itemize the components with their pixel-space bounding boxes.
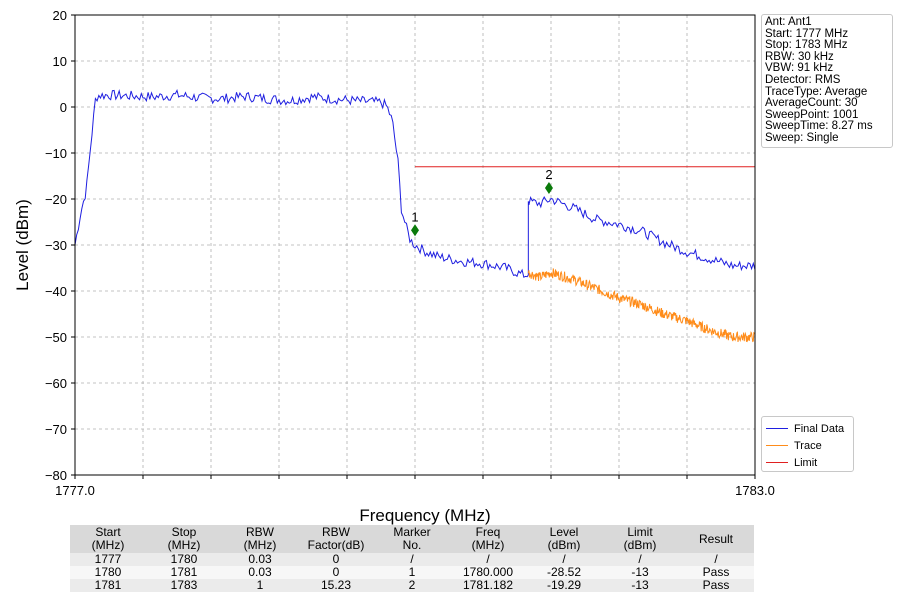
table-cell: 1780.000 (450, 566, 526, 579)
header-start: Start (MHz) (70, 525, 146, 553)
header-freq: Freq (MHz) (450, 525, 526, 553)
legend-label-final-data: Final Data (794, 422, 845, 435)
header-rbw-factor: RBW Factor(dB) (298, 525, 374, 553)
table-header-row: Start (MHz) Stop (MHz) RBW (MHz) RBW Factor(… (70, 525, 754, 553)
table-cell: -13 (602, 566, 678, 579)
y-tick-label: −70 (45, 422, 67, 437)
header-stop: Stop (MHz) (146, 525, 222, 553)
series-layer (74, 88, 756, 343)
table-cell: 0 (298, 553, 374, 566)
table-cell: -28.52 (526, 566, 602, 579)
info-sweep-time: SweepTime: 8.27 ms (765, 120, 873, 133)
header-marker-no: Marker No. (374, 525, 450, 553)
y-axis-ticks: 20 10 0 −10 −20 −30 −40 −50 −60 −70 −80 (45, 8, 75, 483)
legend-item-final-data: Final Data (762, 420, 853, 437)
y-axis-label: Level (dBm) (13, 199, 32, 291)
header-rbw: RBW (MHz) (222, 525, 298, 553)
marker-2-label: 2 (545, 167, 552, 182)
table-cell: 1783 (146, 579, 222, 592)
table-row: 1781 1783 1 15.23 2 1781.182 -19.29 -13 … (70, 579, 754, 592)
table-cell: / (450, 553, 526, 566)
y-tick-label: 20 (53, 8, 67, 23)
y-tick-label: 0 (60, 100, 67, 115)
header-level: Level (dBm) (526, 525, 602, 553)
y-tick-label: −80 (45, 468, 67, 483)
info-detector: Detector: RMS (765, 73, 841, 86)
y-tick-label: −20 (45, 192, 67, 207)
y-tick-label: −40 (45, 284, 67, 299)
y-tick-label: −50 (45, 330, 67, 345)
table-cell: 1781.182 (450, 579, 526, 592)
info-trace-type: TraceType: Average (765, 85, 868, 98)
table-cell: -19.29 (526, 579, 602, 592)
info-stop: Stop: 1783 MHz (765, 39, 848, 52)
table-cell: -13 (602, 579, 678, 592)
chart-legend: Final Data Trace Limit (761, 416, 854, 472)
marker-1-diamond (411, 224, 419, 237)
x-axis-label: Frequency (MHz) (359, 506, 490, 525)
results-table: Start (MHz) Stop (MHz) RBW (MHz) RBW Factor(… (70, 525, 754, 592)
table-cell: 0 (298, 566, 374, 579)
table-cell: 2 (374, 579, 450, 592)
x-tick-label: 1783.0 (735, 483, 775, 498)
table-cell: 15.23 (298, 579, 374, 592)
info-sweep: Sweep: Single (765, 131, 839, 144)
legend-swatch-final-data (766, 428, 788, 429)
marker-layer: 12 (411, 167, 553, 237)
legend-swatch-trace (766, 445, 788, 446)
header-limit: Limit (dBm) (602, 525, 678, 553)
table-cell: 1781 (70, 579, 146, 592)
table-cell: / (602, 553, 678, 566)
table-cell: / (526, 553, 602, 566)
info-sweep-point: SweepPoint: 1001 (765, 108, 859, 121)
table-cell: Pass (678, 566, 754, 579)
info-vbw: VBW: 91 kHz (765, 62, 834, 75)
table-row: 1780 1781 0.03 0 1 1780.000 -28.52 -13 P… (70, 566, 754, 579)
table-cell: 1780 (146, 553, 222, 566)
y-tick-label: −60 (45, 376, 67, 391)
info-start: Start: 1777 MHz (765, 27, 849, 40)
series-trace-line (527, 268, 756, 343)
series-final-data-line (74, 88, 756, 278)
plot-frame (74, 14, 756, 476)
table-cell: 0.03 (222, 553, 298, 566)
table-cell: 0.03 (222, 566, 298, 579)
legend-item-trace: Trace (762, 437, 853, 454)
table-cell: 1 (222, 579, 298, 592)
marker-1-label: 1 (411, 209, 418, 224)
x-tick-label: 1777.0 (55, 483, 95, 498)
spectrum-chart: 20 10 0 −10 −20 −30 −40 −50 −60 −70 −80 1777.0 1783… (13, 8, 775, 525)
table-cell: 1780 (70, 566, 146, 579)
y-tick-label: −10 (45, 146, 67, 161)
table-cell: / (678, 553, 754, 566)
legend-item-limit: Limit (762, 454, 853, 471)
table-cell: 1777 (70, 553, 146, 566)
legend-label-trace: Trace (794, 439, 822, 452)
table-cell: Pass (678, 579, 754, 592)
y-tick-label: −30 (45, 238, 67, 253)
table-cell: / (374, 553, 450, 566)
info-average-count: AverageCount: 30 (765, 97, 858, 110)
y-tick-label: 10 (53, 54, 67, 69)
marker-2-diamond (544, 181, 553, 194)
measurement-info-box: Ant: Ant1 Start: 1777 MHz Stop: 1783 MHz… (761, 14, 893, 148)
legend-swatch-limit (766, 462, 788, 463)
table-row: 1777 1780 0.03 0 / / / / / (70, 553, 754, 566)
info-antenna: Ant: Ant1 (765, 16, 812, 28)
info-rbw: RBW: 30 kHz (765, 50, 834, 63)
table-cell: 1781 (146, 566, 222, 579)
table-cell: 1 (374, 566, 450, 579)
legend-label-limit: Limit (794, 456, 818, 469)
grid-lines (75, 14, 755, 476)
header-result: Result (678, 525, 754, 553)
x-axis-ticks: 1777.0 1783.0 (55, 475, 775, 498)
